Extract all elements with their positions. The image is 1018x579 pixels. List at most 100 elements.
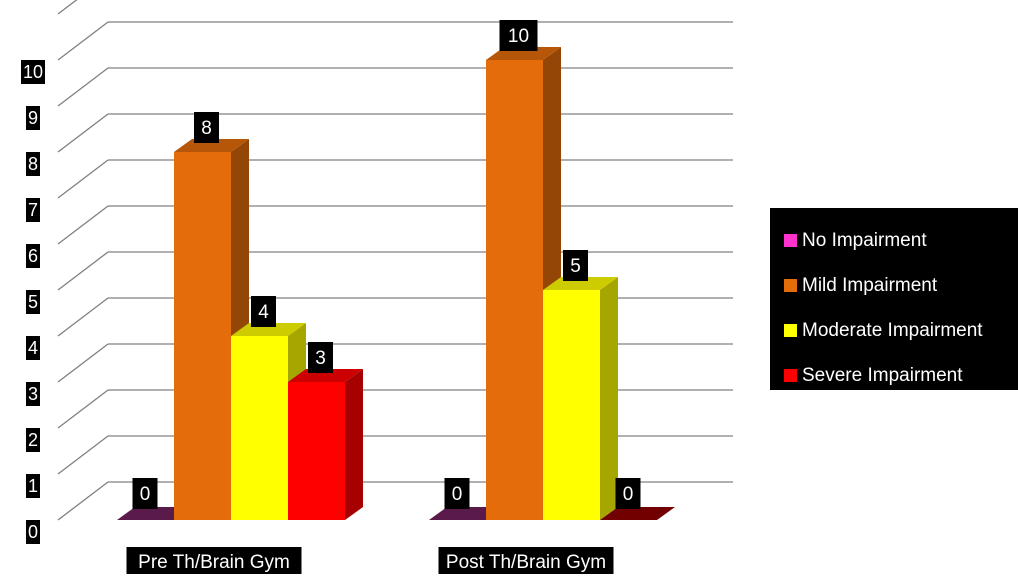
data-label-moderate-impairment-pre-th-brain-gym: 4 [251, 296, 276, 327]
bar-moderate-impairment-post-th-brain-gym [543, 290, 600, 520]
bar-top-mild-impairment-pre-th-brain-gym [174, 139, 249, 152]
y-tick-label-10: 10 [23, 62, 43, 82]
bar-side-severe-impairment-pre-th-brain-gym [345, 369, 363, 520]
y-tick-label-7: 7 [28, 200, 38, 220]
legend-item-severe-impairment: Severe Impairment [770, 353, 1018, 398]
y-tick-box-9 [26, 106, 40, 130]
data-label-moderate-impairment-post-th-brain-gym: 5 [563, 250, 588, 281]
gridline-depth-1 [57, 435, 109, 475]
y-tick-label-5: 5 [28, 292, 38, 312]
legend-swatch-severe-impairment [784, 369, 797, 382]
gridline-depth-7 [57, 159, 109, 199]
bar-no-impairment-pre-th-brain-gym [117, 507, 192, 520]
axes: 0 1 2 3 4 5 6 7 8 9 10 Pre Th/Brain Gym Post Th/Brai… [21, 60, 614, 574]
y-tick-2: 2 [26, 428, 40, 452]
legend-swatch-mild-impairment [784, 279, 797, 292]
y-tick-box-6 [26, 244, 40, 268]
legend-label-moderate-impairment: Moderate Impairment [802, 319, 983, 341]
data-label-severe-impairment-post-th-brain-gym: 0 [615, 478, 641, 509]
y-tick-box-4 [26, 336, 40, 360]
y-tick-box-5 [26, 290, 40, 314]
gridline-depth-6 [57, 205, 109, 245]
x-tick-post-th-brain-gym: Post Th/Brain Gym [438, 547, 614, 574]
bar-no-impairment-post-th-brain-gym [429, 507, 504, 520]
legend-swatch-no-impairment [784, 234, 797, 247]
legend: No Impairment Mild Impairment Moderate I… [770, 208, 1018, 390]
y-tick-label-3: 3 [28, 384, 38, 404]
data-label-text-moderate-impairment-post-th-brain-gym: 5 [570, 256, 581, 277]
data-label-box-no-impairment-pre-th-brain-gym [132, 478, 158, 509]
data-label-box-moderate-impairment-pre-th-brain-gym [251, 296, 276, 327]
bar-top-moderate-impairment-pre-th-brain-gym [231, 323, 306, 336]
y-tick-label-9: 9 [28, 108, 38, 128]
data-label-box-severe-impairment-post-th-brain-gym [615, 478, 641, 509]
y-tick-box-7 [26, 198, 40, 222]
y-tick-4: 4 [26, 336, 40, 360]
data-label-text-moderate-impairment-pre-th-brain-gym: 4 [258, 302, 269, 323]
data-label-text-severe-impairment-post-th-brain-gym: 0 [623, 484, 634, 505]
y-tick-6: 6 [26, 244, 40, 268]
bar-severe-impairment-pre-th-brain-gym [288, 382, 345, 520]
y-tick-box-1 [26, 474, 40, 498]
gridline-depth-3 [57, 343, 109, 383]
gridline-depth-8 [57, 113, 109, 153]
bar-mild-impairment-post-th-brain-gym [486, 60, 543, 520]
y-tick-8: 8 [26, 152, 40, 176]
bar-mild-impairment-pre-th-brain-gym [174, 152, 231, 520]
y-tick-0: 0 [26, 520, 40, 544]
gridline-depth-5 [57, 251, 109, 291]
x-tick-box-pre-th-brain-gym [126, 547, 302, 574]
data-label-no-impairment-pre-th-brain-gym: 0 [132, 478, 158, 509]
x-tick-box-post-th-brain-gym [438, 547, 614, 574]
y-tick-box-2 [26, 428, 40, 452]
data-label-box-no-impairment-post-th-brain-gym [444, 478, 470, 509]
y-tick-3: 3 [26, 382, 40, 406]
y-tick-box-8 [26, 152, 40, 176]
data-label-box-mild-impairment-pre-th-brain-gym [194, 112, 219, 143]
gridline-depth-4 [57, 297, 109, 337]
data-label-no-impairment-post-th-brain-gym: 0 [444, 478, 470, 509]
legend-swatch-moderate-impairment [784, 324, 797, 337]
y-tick-box-3 [26, 382, 40, 406]
legend-label-mild-impairment: Mild Impairment [802, 274, 938, 296]
data-label-text-mild-impairment-post-th-brain-gym: 10 [508, 26, 529, 47]
data-label-severe-impairment-pre-th-brain-gym: 3 [308, 342, 333, 373]
data-labels: 0 8 4 3 0 10 5 0 [132, 20, 641, 509]
gridline-depth-2 [57, 389, 109, 429]
legend-item-moderate-impairment: Moderate Impairment [770, 308, 1018, 353]
gridline-depth-9 [57, 67, 109, 107]
bar-severe-impairment-post-th-brain-gym [600, 507, 675, 520]
y-tick-label-0: 0 [28, 522, 38, 542]
bar-top-severe-impairment-pre-th-brain-gym [288, 369, 363, 382]
gridline-depth-top [57, 0, 78, 15]
y-tick-box-10 [21, 60, 45, 84]
y-tick-9: 9 [26, 106, 40, 130]
legend-item-mild-impairment: Mild Impairment [770, 263, 1018, 308]
y-tick-label-6: 6 [28, 246, 38, 266]
legend-item-no-impairment: No Impairment [770, 218, 1018, 263]
y-tick-5: 5 [26, 290, 40, 314]
gridlines [57, 0, 733, 521]
y-tick-label-1: 1 [28, 476, 38, 496]
x-tick-label-post-th-brain-gym: Post Th/Brain Gym [446, 552, 606, 573]
legend-label-severe-impairment: Severe Impairment [802, 364, 963, 386]
x-tick-label-pre-th-brain-gym: Pre Th/Brain Gym [138, 552, 290, 573]
bar-moderate-impairment-pre-th-brain-gym [231, 336, 288, 520]
data-label-box-severe-impairment-pre-th-brain-gym [308, 342, 333, 373]
gridline-depth-10 [57, 21, 109, 61]
data-label-box-moderate-impairment-post-th-brain-gym [563, 250, 588, 281]
bars [117, 47, 675, 520]
data-label-box-mild-impairment-post-th-brain-gym [499, 20, 538, 51]
y-tick-7: 7 [26, 198, 40, 222]
y-tick-label-2: 2 [28, 430, 38, 450]
x-tick-pre-th-brain-gym: Pre Th/Brain Gym [126, 547, 302, 574]
bar-side-moderate-impairment-post-th-brain-gym [600, 277, 618, 520]
y-tick-10: 10 [21, 60, 45, 84]
data-label-text-no-impairment-post-th-brain-gym: 0 [452, 484, 463, 505]
y-tick-1: 1 [26, 474, 40, 498]
data-label-mild-impairment-pre-th-brain-gym: 8 [194, 112, 219, 143]
data-label-text-severe-impairment-pre-th-brain-gym: 3 [315, 348, 326, 369]
bar-top-moderate-impairment-post-th-brain-gym [543, 277, 618, 290]
